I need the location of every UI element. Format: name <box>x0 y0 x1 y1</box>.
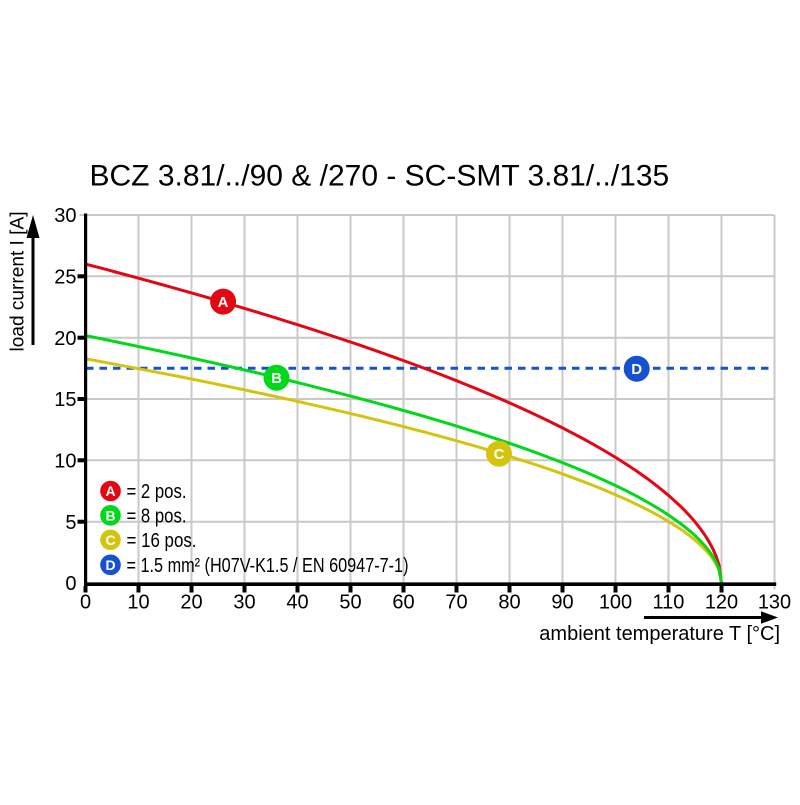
svg-text:20: 20 <box>180 592 202 614</box>
svg-text:A: A <box>105 483 115 499</box>
svg-text:15: 15 <box>54 389 76 411</box>
svg-text:0: 0 <box>65 573 76 595</box>
svg-text:D: D <box>631 361 642 378</box>
svg-text:40: 40 <box>286 592 308 614</box>
svg-text:10: 10 <box>127 592 149 614</box>
svg-text:load current I [A]: load current I [A] <box>7 212 29 352</box>
svg-text:10: 10 <box>54 451 76 473</box>
svg-text:B: B <box>105 507 115 523</box>
svg-text:30: 30 <box>233 592 255 614</box>
svg-text:30: 30 <box>54 205 76 227</box>
svg-text:25: 25 <box>54 267 76 289</box>
svg-text:100: 100 <box>599 592 632 614</box>
svg-text:50: 50 <box>339 592 361 614</box>
svg-text:120: 120 <box>705 592 738 614</box>
svg-text:80: 80 <box>498 592 520 614</box>
svg-text:= 8 pos.: = 8 pos. <box>127 506 187 528</box>
svg-text:= 2 pos.: = 2 pos. <box>127 481 187 503</box>
svg-text:130: 130 <box>758 592 791 614</box>
svg-text:A: A <box>218 294 229 311</box>
svg-text:110: 110 <box>653 592 685 614</box>
svg-text:C: C <box>494 446 505 463</box>
svg-text:D: D <box>105 557 115 573</box>
svg-text:ambient temperature T [°C]: ambient temperature T [°C] <box>539 623 780 645</box>
svg-text:= 1.5 mm² (H07V-K1.5 / EN 6094: = 1.5 mm² (H07V-K1.5 / EN 60947-7-1) <box>127 555 409 577</box>
svg-text:B: B <box>271 370 282 387</box>
svg-text:0: 0 <box>80 592 91 614</box>
svg-text:BCZ 3.81/../90 & /270 - SC-SMT: BCZ 3.81/../90 & /270 - SC-SMT 3.81/../1… <box>90 160 670 193</box>
svg-text:5: 5 <box>65 512 76 534</box>
svg-text:90: 90 <box>551 592 573 614</box>
svg-text:70: 70 <box>445 592 467 614</box>
svg-text:= 16 pos.: = 16 pos. <box>127 530 197 552</box>
svg-text:C: C <box>105 532 115 548</box>
svg-text:20: 20 <box>54 328 76 350</box>
svg-text:60: 60 <box>392 592 414 614</box>
